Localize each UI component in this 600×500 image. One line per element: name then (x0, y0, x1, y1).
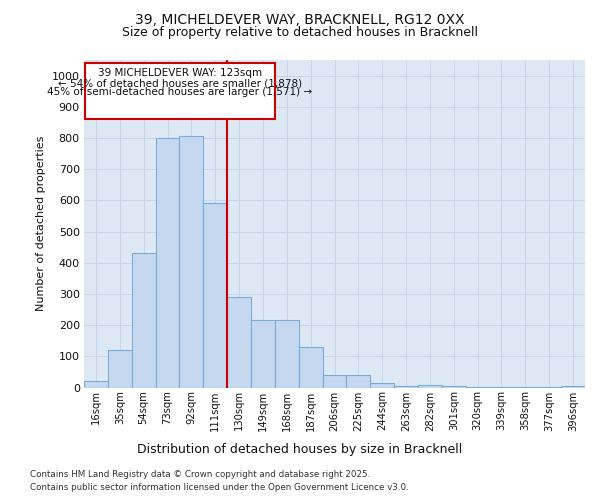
Y-axis label: Number of detached properties: Number of detached properties (36, 136, 46, 312)
Text: 45% of semi-detached houses are larger (1,571) →: 45% of semi-detached houses are larger (… (47, 88, 313, 98)
Bar (108, 350, 132, 388)
Bar (514, 387, 537, 388)
Bar (275, 320, 299, 388)
Bar (132, 254, 155, 388)
Bar (299, 347, 323, 388)
Bar (203, 204, 227, 388)
Bar (561, 386, 585, 388)
Bar (84, 382, 108, 388)
Bar (537, 387, 561, 388)
Bar (466, 386, 490, 388)
Text: Distribution of detached houses by size in Bracknell: Distribution of detached houses by size … (137, 442, 463, 456)
Text: Contains public sector information licensed under the Open Government Licence v3: Contains public sector information licen… (30, 482, 409, 492)
Bar (251, 320, 275, 388)
Bar (394, 386, 418, 388)
Bar (370, 383, 394, 388)
Bar (179, 136, 203, 388)
Bar (155, 138, 179, 388)
Bar (227, 297, 251, 388)
Text: 39 MICHELDEVER WAY: 123sqm: 39 MICHELDEVER WAY: 123sqm (98, 68, 262, 78)
Bar (323, 375, 346, 388)
Bar (346, 375, 370, 388)
Text: Contains HM Land Registry data © Crown copyright and database right 2025.: Contains HM Land Registry data © Crown c… (30, 470, 370, 479)
Text: 39, MICHELDEVER WAY, BRACKNELL, RG12 0XX: 39, MICHELDEVER WAY, BRACKNELL, RG12 0XX (135, 12, 465, 26)
Bar (490, 387, 514, 388)
Text: ← 54% of detached houses are smaller (1,878): ← 54% of detached houses are smaller (1,… (58, 78, 302, 88)
Bar (442, 386, 466, 388)
FancyBboxPatch shape (85, 63, 275, 120)
Bar (418, 385, 442, 388)
Text: Size of property relative to detached houses in Bracknell: Size of property relative to detached ho… (122, 26, 478, 39)
